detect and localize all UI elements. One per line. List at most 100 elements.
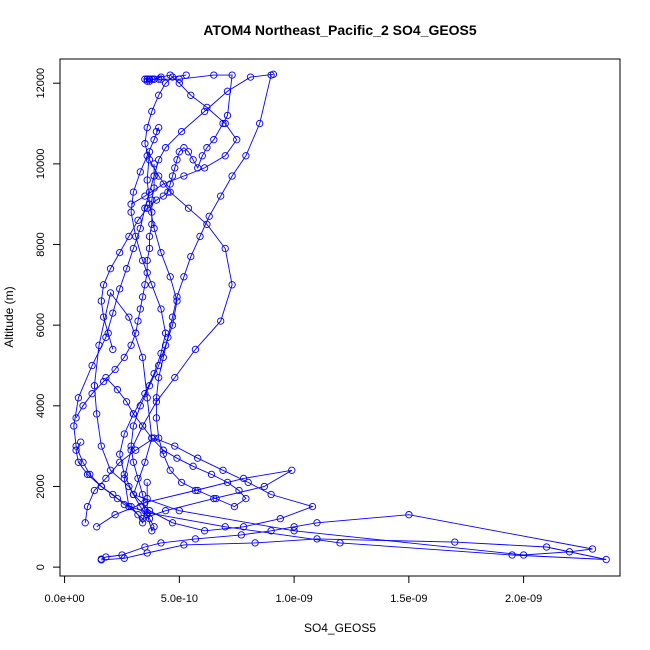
data-point xyxy=(97,442,105,450)
data-point xyxy=(180,172,188,180)
data-point xyxy=(111,511,119,519)
data-point xyxy=(122,398,131,406)
data-point xyxy=(93,523,101,531)
data-point xyxy=(189,462,197,470)
series-6 xyxy=(102,71,275,511)
y-tick-label: 8000 xyxy=(35,232,47,256)
data-point xyxy=(136,305,144,313)
data-point xyxy=(79,402,87,410)
data-point xyxy=(145,382,154,390)
data-point xyxy=(288,466,296,474)
y-tick-label: 6000 xyxy=(35,313,47,337)
data-point xyxy=(194,454,202,462)
data-point xyxy=(313,535,321,543)
data-point xyxy=(129,244,138,253)
data-point xyxy=(602,555,610,564)
data-point xyxy=(127,341,135,349)
data-point xyxy=(106,289,115,297)
data-point xyxy=(191,535,200,543)
data-point xyxy=(155,434,163,442)
data-point xyxy=(223,111,232,120)
data-point xyxy=(129,458,138,466)
series-3 xyxy=(93,71,296,531)
data-point xyxy=(99,281,108,289)
data-point xyxy=(159,450,167,458)
data-point xyxy=(120,430,128,438)
series-line xyxy=(100,74,233,350)
series-line xyxy=(93,291,593,560)
data-point xyxy=(134,511,142,519)
data-point xyxy=(77,438,85,446)
data-point xyxy=(83,502,92,511)
data-point xyxy=(143,549,151,557)
data-point xyxy=(72,414,80,422)
data-point xyxy=(116,285,124,293)
data-point xyxy=(290,523,298,531)
data-point xyxy=(155,91,163,99)
data-point xyxy=(239,523,248,531)
data-point xyxy=(256,119,264,128)
data-point xyxy=(217,317,225,325)
data-point xyxy=(148,527,156,535)
data-point xyxy=(189,156,197,164)
data-point xyxy=(148,196,156,204)
data-point xyxy=(166,188,174,196)
data-point xyxy=(99,313,108,321)
data-point xyxy=(148,208,156,216)
data-point xyxy=(138,519,147,527)
data-point xyxy=(180,273,188,281)
data-point xyxy=(207,470,216,479)
data-point xyxy=(177,127,186,136)
data-point xyxy=(93,410,101,418)
data-point xyxy=(290,527,298,535)
data-point xyxy=(237,531,245,539)
data-point xyxy=(155,172,163,180)
data-point xyxy=(116,458,124,466)
data-point xyxy=(79,458,87,466)
x-tick-label: 1.0e-09 xyxy=(275,593,312,605)
x-axis-title: SO4_GEOS5 xyxy=(304,621,376,635)
data-point xyxy=(143,256,151,265)
data-point xyxy=(72,446,80,454)
data-point xyxy=(141,140,149,148)
data-point xyxy=(120,554,128,562)
data-point xyxy=(155,373,163,382)
data-point xyxy=(219,119,227,128)
data-point xyxy=(203,103,211,112)
data-point xyxy=(152,196,161,204)
data-point xyxy=(120,470,128,479)
data-point xyxy=(109,309,117,317)
data-point xyxy=(125,232,133,241)
data-point xyxy=(221,244,229,253)
data-point xyxy=(313,519,321,527)
data-point xyxy=(148,220,156,228)
data-point xyxy=(155,123,163,132)
data-point xyxy=(200,527,209,535)
data-point xyxy=(542,543,551,551)
data-point xyxy=(97,297,105,305)
data-point xyxy=(260,482,268,491)
data-point xyxy=(194,486,202,495)
x-tick-label: 1.5e-09 xyxy=(390,593,427,605)
data-point xyxy=(127,200,135,208)
data-point xyxy=(136,402,144,410)
data-point xyxy=(143,269,151,277)
data-point xyxy=(132,446,140,454)
data-point xyxy=(212,494,220,503)
data-point xyxy=(198,152,206,160)
data-point xyxy=(129,410,138,418)
y-tick-label: 4000 xyxy=(35,394,47,418)
data-point xyxy=(155,75,163,83)
data-point xyxy=(102,373,110,382)
data-point xyxy=(150,75,158,83)
data-point xyxy=(88,390,96,398)
data-point xyxy=(138,422,147,430)
data-point xyxy=(90,382,99,390)
data-point xyxy=(246,73,255,81)
data-point xyxy=(143,123,151,132)
data-point xyxy=(70,422,78,430)
data-point xyxy=(157,73,165,81)
data-point xyxy=(180,541,188,549)
data-point xyxy=(109,490,117,499)
